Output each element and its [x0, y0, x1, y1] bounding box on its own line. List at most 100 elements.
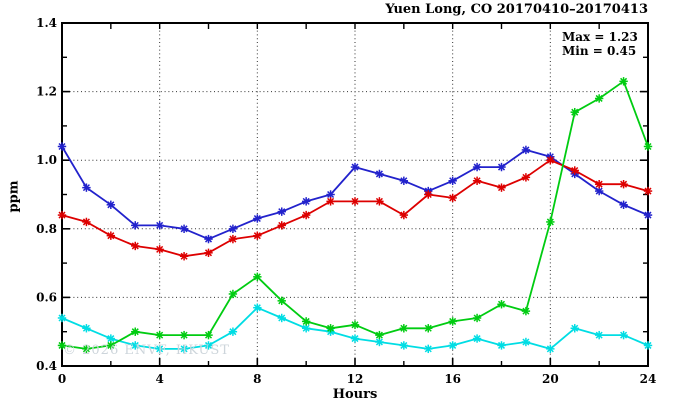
series-red-marker: [179, 252, 189, 261]
series-blue-marker: [350, 162, 360, 172]
series-green-marker: [228, 289, 238, 299]
series-cyan-marker: [155, 344, 164, 354]
x-axis-title: Hours: [332, 387, 378, 402]
series-cyan-marker: [82, 324, 91, 333]
series-cyan-marker: [424, 344, 433, 354]
series-red-marker: [643, 186, 653, 196]
series-cyan-marker: [546, 344, 555, 354]
series-green-marker: [643, 142, 653, 151]
series-green-marker: [594, 94, 604, 103]
series-red-marker: [204, 248, 213, 258]
y-tick-label: 1.0: [36, 153, 57, 167]
y-tick-label: 0.6: [36, 290, 57, 304]
series-blue-marker: [82, 183, 91, 192]
series-blue-marker: [57, 142, 67, 151]
min-value-label: Min = 0.45: [562, 44, 637, 58]
series-red-marker: [350, 197, 360, 206]
max-value-label: Max = 1.23: [562, 30, 638, 44]
series-cyan-marker: [594, 330, 604, 340]
series-blue-marker: [155, 221, 164, 230]
series-cyan-marker: [277, 313, 286, 323]
series-cyan-marker: [350, 334, 360, 343]
series-cyan-marker: [57, 313, 67, 323]
series-red-marker: [570, 166, 579, 175]
series-green-marker: [424, 324, 433, 333]
series-red-marker: [57, 210, 67, 220]
series-cyan-marker: [472, 334, 482, 343]
series-green-marker: [521, 306, 531, 316]
y-tick-label: 1.2: [36, 85, 57, 99]
series-red-marker: [399, 210, 409, 220]
series-green-marker: [106, 341, 116, 350]
y-tick-label: 0.8: [36, 222, 57, 236]
series-green-marker: [326, 324, 335, 333]
series-cyan-marker: [497, 341, 506, 350]
series-red-marker: [497, 183, 506, 192]
x-tick-label: 12: [347, 372, 364, 386]
x-tick-label: 16: [444, 372, 461, 386]
series-blue-marker: [106, 200, 116, 209]
series-blue-marker: [472, 162, 482, 172]
series-green-marker: [131, 327, 140, 336]
series-blue-marker: [399, 176, 409, 185]
series-cyan-marker: [448, 341, 457, 350]
series-red-marker: [155, 245, 164, 254]
series-cyan-marker: [204, 341, 213, 350]
y-tick-label: 0.4: [36, 359, 57, 373]
watermark: © 2026 ENVF, HKUST: [63, 343, 230, 358]
series-cyan-marker: [131, 341, 140, 350]
series-red-marker: [521, 173, 531, 182]
y-axis-title: ppm: [6, 180, 22, 213]
series-red-marker: [375, 197, 384, 206]
series-green-marker: [448, 317, 457, 326]
series-blue-marker: [375, 169, 384, 179]
series-red-marker: [82, 217, 91, 227]
series-red-marker: [253, 231, 262, 240]
series-green-marker: [301, 317, 311, 326]
series-blue-marker: [301, 197, 311, 206]
series-blue-marker: [521, 145, 531, 155]
series-blue-marker: [497, 162, 506, 172]
series-green-marker: [57, 341, 67, 350]
y-tick-label: 1.4: [36, 16, 57, 30]
series-red-marker: [301, 210, 311, 220]
series-green-marker: [399, 324, 409, 333]
x-tick-label: 4: [155, 372, 163, 386]
max-min-annotation: Max = 1.23 Min = 0.45: [562, 30, 638, 58]
series-green-marker: [82, 344, 91, 354]
series-green-marker: [204, 330, 213, 340]
series-red-marker: [472, 176, 482, 185]
series-cyan-marker: [521, 337, 531, 347]
series-cyan-marker: [179, 344, 189, 354]
series-red-marker: [619, 180, 628, 189]
series-blue-marker: [228, 224, 238, 233]
series-red-marker: [228, 234, 238, 244]
series-green-marker: [277, 296, 286, 306]
chart-title: Yuen Long, CO 20170410–20170413: [385, 2, 648, 17]
series-green-marker: [253, 272, 262, 282]
series-green-marker: [155, 330, 164, 340]
series-green-marker: [350, 320, 360, 330]
series-red-marker: [448, 193, 457, 203]
series-blue-marker: [619, 200, 628, 209]
x-tick-label: 8: [253, 372, 261, 386]
series-red-marker: [594, 180, 604, 189]
series-green-marker: [472, 313, 482, 323]
series-blue-marker: [643, 210, 653, 220]
x-tick-label: 0: [58, 372, 66, 386]
series-cyan-marker: [228, 327, 238, 336]
series-cyan-marker: [643, 341, 653, 350]
series-cyan-marker: [399, 341, 409, 350]
series-green-marker: [546, 217, 555, 227]
x-tick-label: 24: [640, 372, 657, 386]
x-tick-label: 20: [542, 372, 559, 386]
series-green-marker: [179, 330, 189, 340]
series-green-marker: [497, 300, 506, 309]
series-red-marker: [424, 190, 433, 199]
series-blue-marker: [179, 224, 189, 233]
series-blue-marker: [204, 234, 213, 244]
series-red-marker: [106, 231, 116, 240]
series-red-marker: [326, 197, 335, 206]
